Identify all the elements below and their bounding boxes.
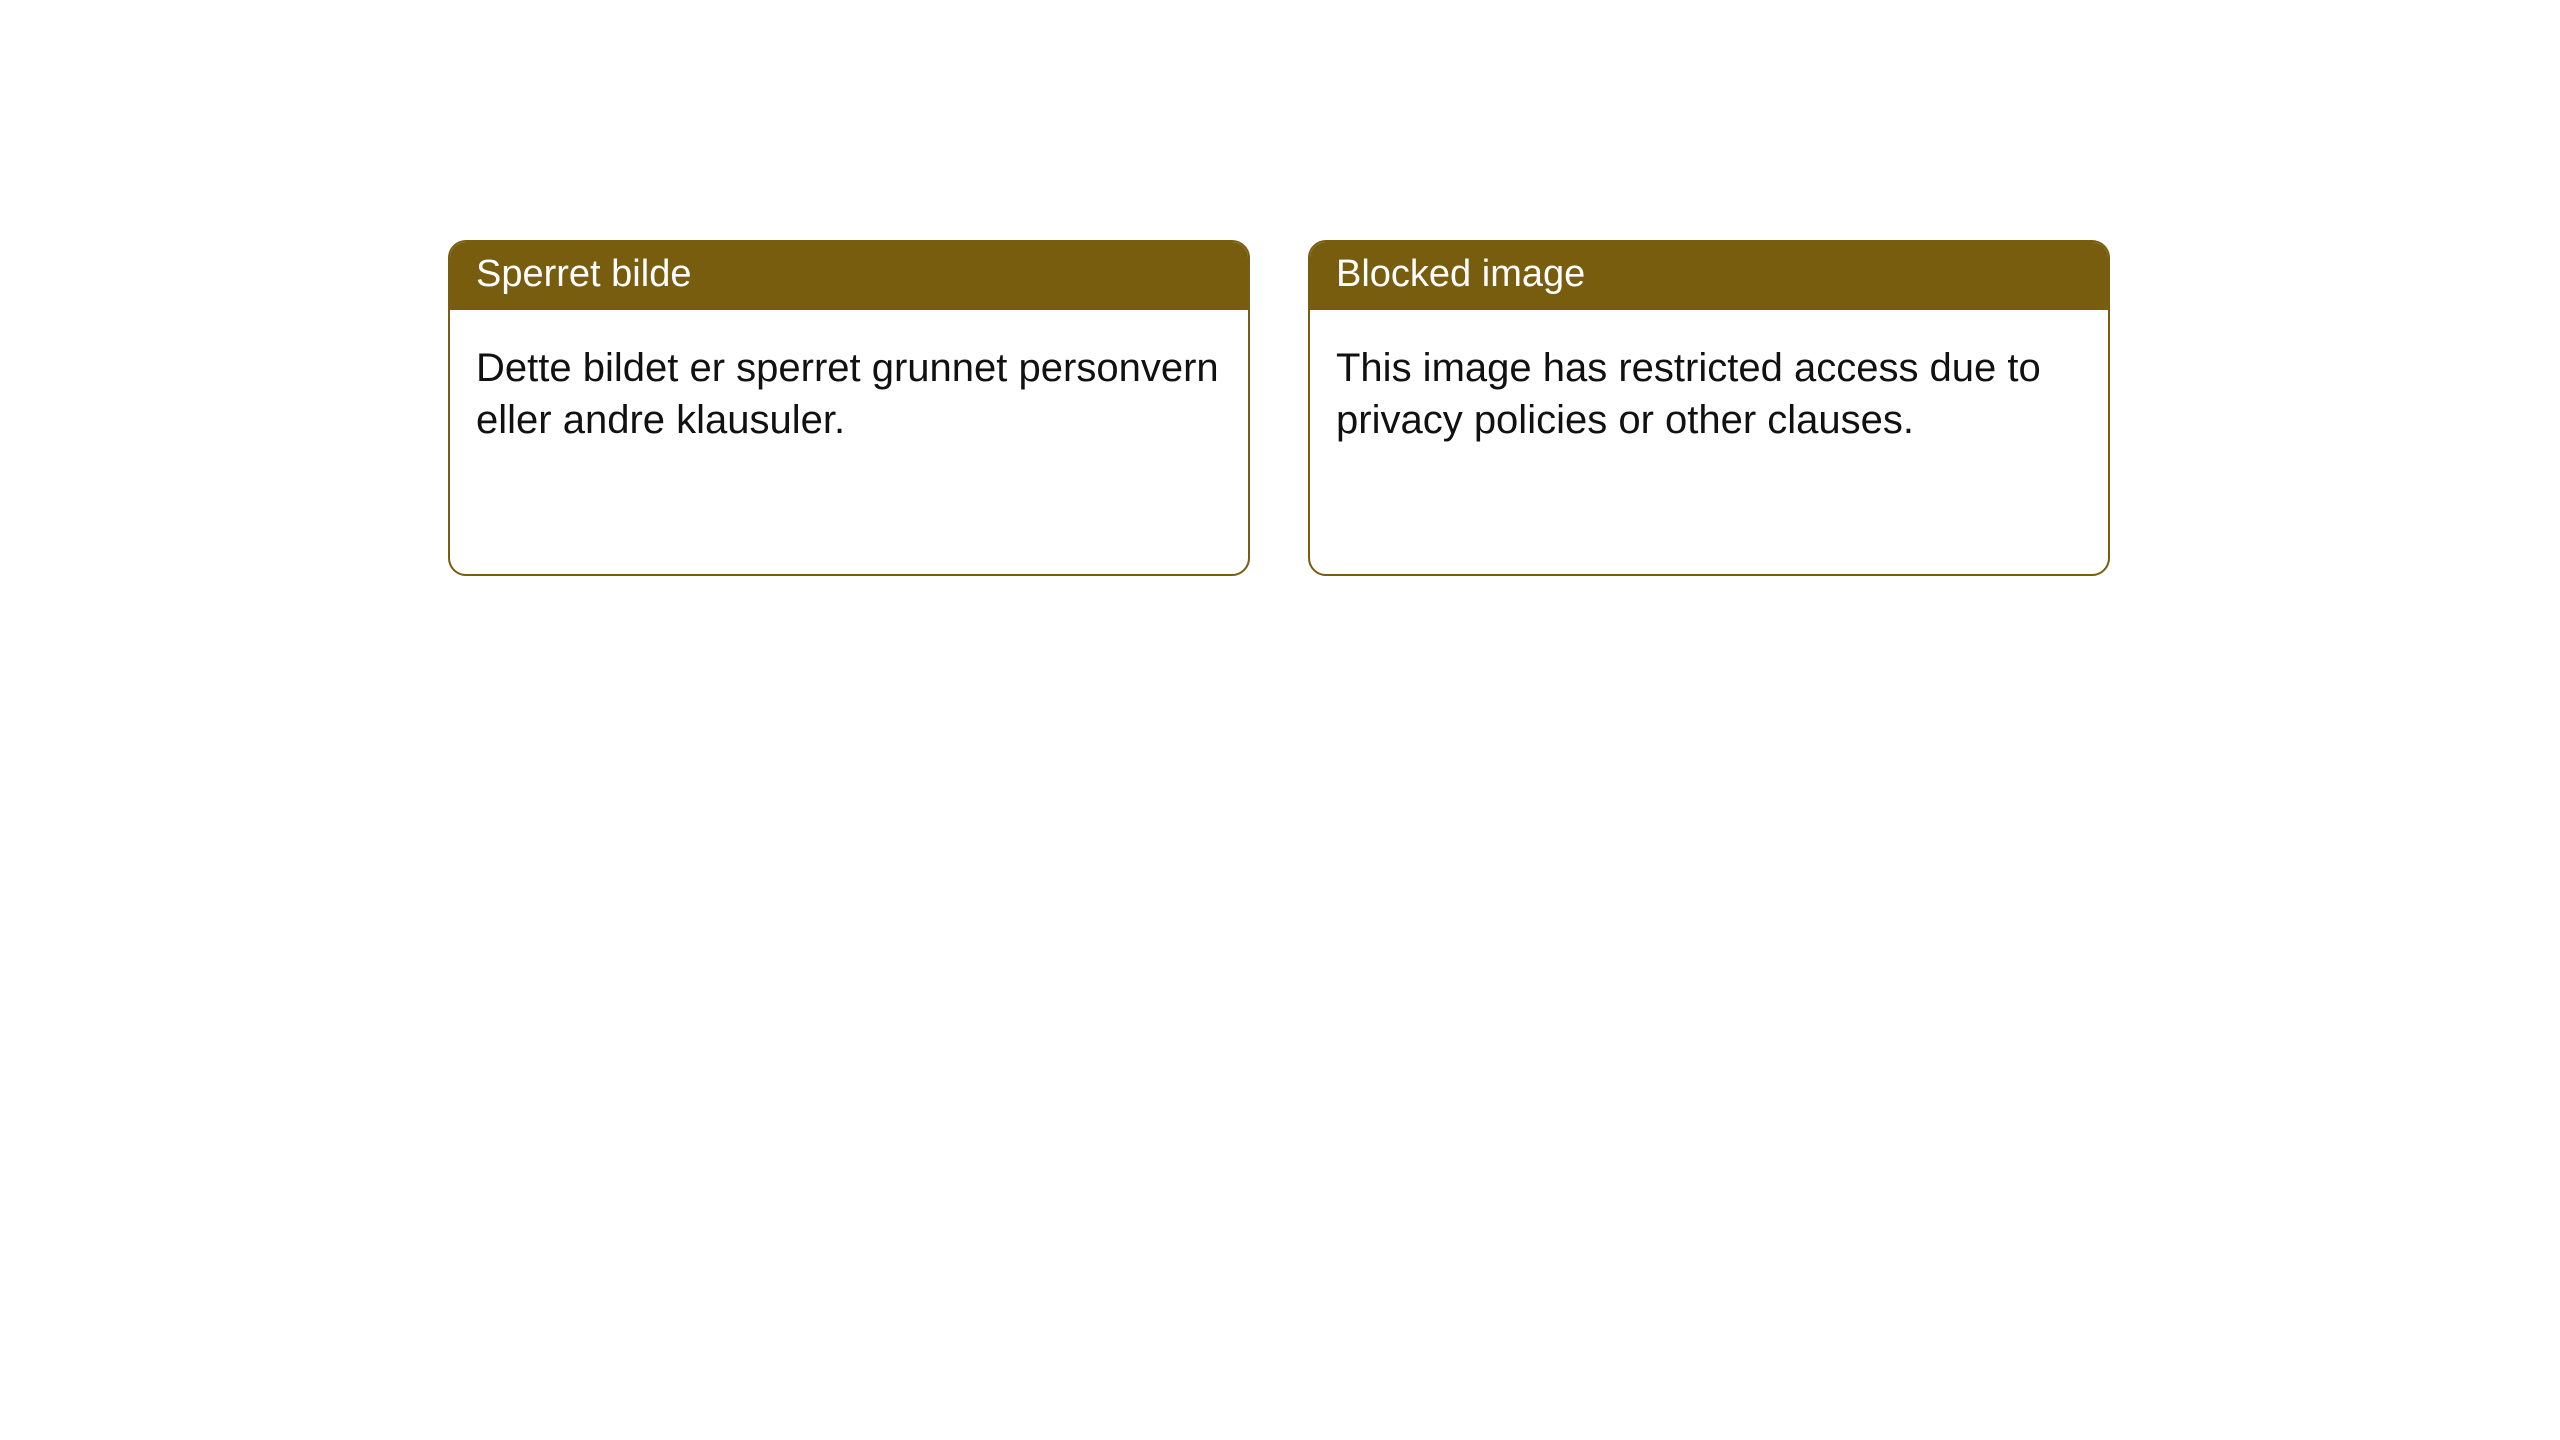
notice-card-norwegian: Sperret bilde Dette bildet er sperret gr… <box>448 240 1250 576</box>
notice-cards-row: Sperret bilde Dette bildet er sperret gr… <box>0 0 2560 576</box>
notice-card-title: Sperret bilde <box>450 242 1248 310</box>
notice-card-english: Blocked image This image has restricted … <box>1308 240 2110 576</box>
notice-card-title: Blocked image <box>1310 242 2108 310</box>
notice-card-body: This image has restricted access due to … <box>1310 310 2108 478</box>
notice-card-body: Dette bildet er sperret grunnet personve… <box>450 310 1248 478</box>
